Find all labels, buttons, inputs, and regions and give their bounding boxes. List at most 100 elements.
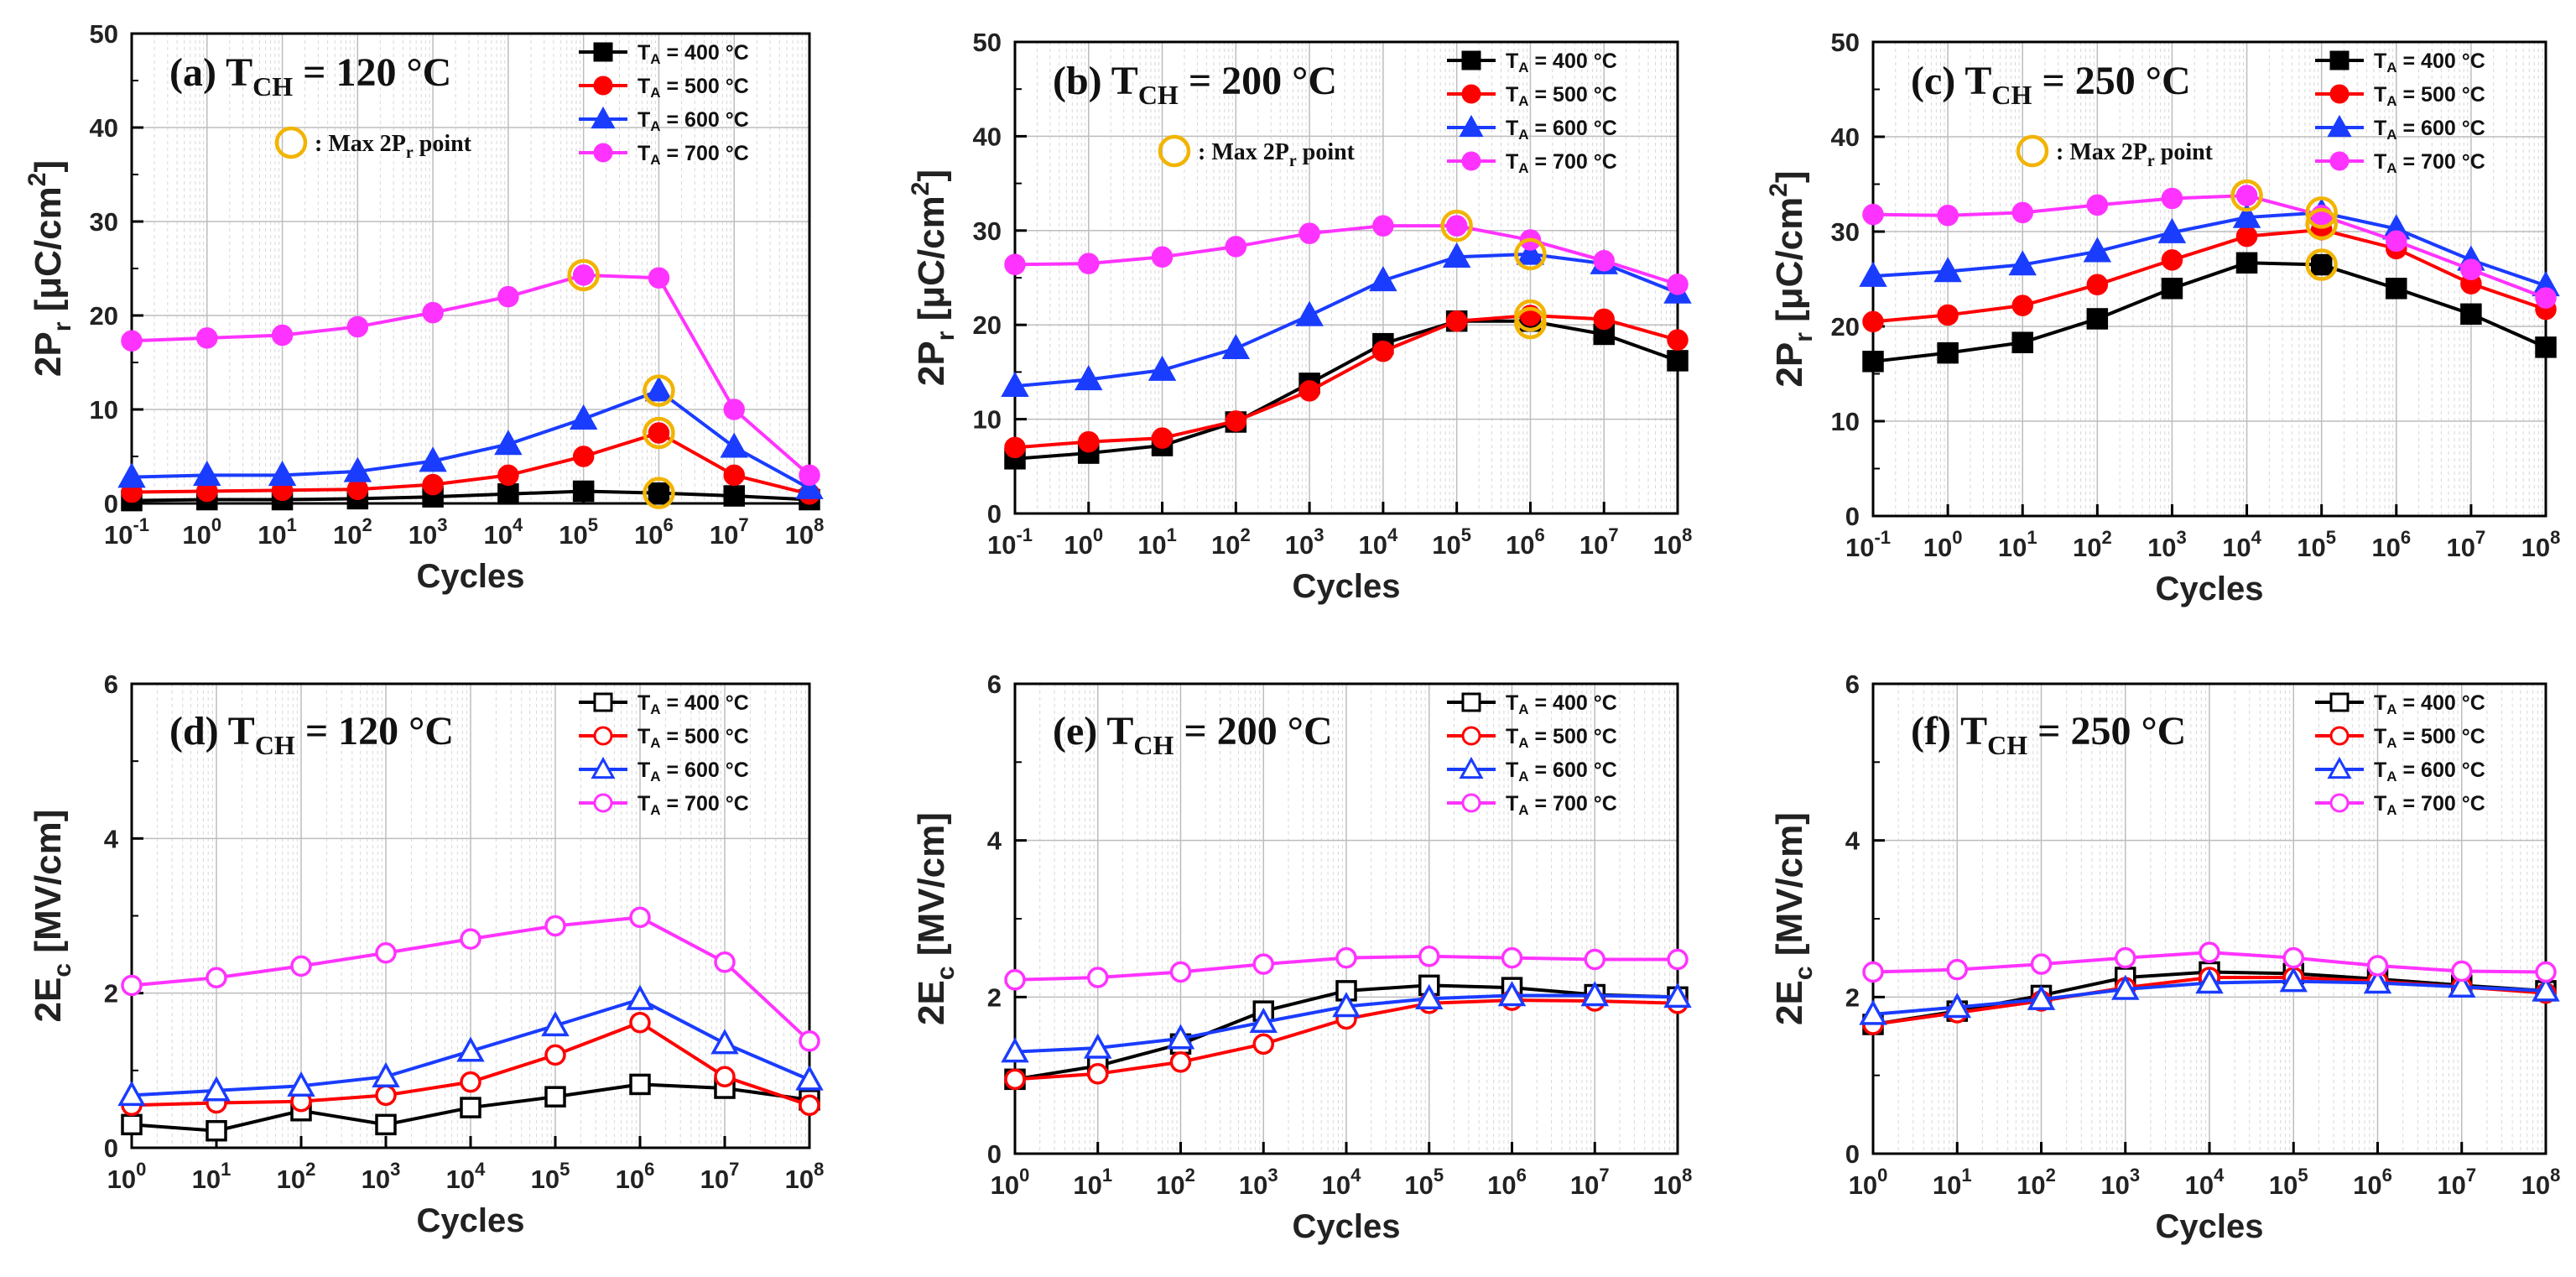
data-point <box>1084 1033 1112 1059</box>
data-point <box>629 1011 651 1034</box>
data-point <box>795 473 824 499</box>
x-tick-base: 10 <box>2353 1170 2381 1200</box>
x-tick-base: 10 <box>192 1165 221 1194</box>
data-point <box>1004 436 1026 459</box>
x-tick-label: 106 <box>616 1159 655 1194</box>
series-4 <box>1004 215 1689 295</box>
x-tick-exponent: 1 <box>1961 1165 1971 1186</box>
legend: TA = 400 °C TA = 500 °C TA = 600 °C TA = 70… <box>579 41 749 168</box>
plot-frame <box>1871 40 2547 518</box>
data-point <box>2282 946 2304 969</box>
data-point <box>2161 278 2183 300</box>
data-point <box>117 1080 146 1107</box>
x-axis-title: Cycles <box>417 558 525 595</box>
data-point <box>372 1061 400 1087</box>
series-4 <box>121 906 820 1052</box>
series-2 <box>121 422 820 505</box>
data-point <box>1372 340 1394 362</box>
x-tick-exponent: 5 <box>2298 1165 2308 1186</box>
x-tick-exponent: 0 <box>1019 1165 1029 1186</box>
x-tick-base: 10 <box>1998 533 2027 562</box>
y-tick-label: 2 <box>987 983 1002 1012</box>
x-tick-base: 10 <box>2222 533 2251 562</box>
x-tick-exponent: 0 <box>1952 527 1962 548</box>
x-tick-label: 107 <box>2447 527 2486 562</box>
series-line <box>131 489 810 503</box>
y-tick-label: 6 <box>1845 670 1860 699</box>
x-tick-exponent: 5 <box>1461 524 1471 545</box>
y-axis-title: 2Pr [μC/cm2] <box>907 169 960 386</box>
data-point <box>1004 253 1026 276</box>
x-tick-base: 10 <box>2269 1170 2298 1200</box>
x-tick-exponent: 2 <box>305 1159 315 1180</box>
x-tick-exponent: 3 <box>2130 1165 2140 1186</box>
x-tick-exponent: 2 <box>362 514 372 535</box>
x-tick-exponent: 1 <box>1102 1165 1112 1186</box>
x-tick-base: 10 <box>634 520 663 550</box>
data-point <box>1580 981 1609 1007</box>
x-tick-exponent: 6 <box>2401 527 2411 548</box>
x-tick-label: 108 <box>1653 524 1693 560</box>
data-point <box>629 1073 651 1096</box>
x-tick-base: 10 <box>1064 530 1092 560</box>
data-point <box>1166 1024 1195 1050</box>
x-tick-label: 105 <box>531 1159 570 1194</box>
x-tick-label: 105 <box>2269 1165 2308 1200</box>
x-tick-label: 108 <box>2521 1165 2561 1200</box>
data-point <box>648 267 670 289</box>
x-tick-base: 10 <box>484 520 513 550</box>
x-tick-exponent: 8 <box>2550 1165 2560 1186</box>
data-point <box>1667 329 1689 351</box>
series-line <box>131 430 810 496</box>
x-tick-base: 10 <box>616 1165 644 1194</box>
legend-marker <box>1461 151 1481 171</box>
x-tick-exponent: 5 <box>1434 1165 1444 1186</box>
legend-label: TA = 600 °C <box>637 108 749 134</box>
data-point <box>1087 1063 1109 1085</box>
legend: TA = 400 °C TA = 500 °C TA = 600 °C TA = 70… <box>2315 50 2485 176</box>
x-tick-label: 103 <box>1285 524 1324 560</box>
x-tick-base: 10 <box>1923 533 1952 562</box>
y-tick-label: 40 <box>90 113 118 143</box>
x-tick-base: 10 <box>2185 1170 2214 1200</box>
data-point <box>544 1044 566 1066</box>
data-point <box>1862 310 1884 333</box>
y-tick-label: 50 <box>973 28 1002 57</box>
x-tick-label: 106 <box>1506 524 1545 560</box>
legend-marker <box>591 756 616 779</box>
data-point <box>2460 303 2482 326</box>
x-axis-title: Cycles <box>417 1202 525 1239</box>
x-tick-base: 10 <box>2073 533 2101 562</box>
x-tick-base: 10 <box>1322 1170 1350 1200</box>
legend-marker <box>1459 756 1484 779</box>
x-axis-title: Cycles <box>2156 1208 2264 1245</box>
x-tick-exponent: 2 <box>2046 1165 2056 1186</box>
data-point <box>2083 237 2112 263</box>
x-tick-base: 10 <box>409 520 437 550</box>
legend-marker <box>2327 756 2352 779</box>
x-tick-base: 10 <box>785 1165 814 1194</box>
legend-marker <box>2329 84 2350 104</box>
x-tick-label: 101 <box>1998 527 2037 562</box>
x-tick-label: 10-1 <box>1845 527 1891 562</box>
data-point <box>2460 258 2482 280</box>
x-tick-exponent: 8 <box>814 1159 824 1180</box>
x-tick-exponent: 5 <box>559 1159 570 1180</box>
x-tick-exponent: 4 <box>2214 1165 2225 1186</box>
x-tick-label: 100 <box>1064 524 1103 560</box>
y-tick-label: 30 <box>90 207 118 237</box>
data-point <box>1001 371 1029 398</box>
y-tick-label: 2 <box>1845 983 1860 1012</box>
data-point <box>572 446 595 467</box>
data-point <box>1225 410 1247 432</box>
data-point <box>2386 230 2407 253</box>
x-tick-base: 10 <box>333 520 362 550</box>
legend-marker <box>1461 793 1481 813</box>
data-point <box>569 404 598 430</box>
legend-label: TA = 500 °C <box>2374 725 2485 751</box>
x-tick-exponent: 4 <box>1350 1165 1361 1186</box>
data-point <box>723 485 745 507</box>
data-point <box>2535 961 2557 983</box>
series-line <box>1014 224 1678 286</box>
